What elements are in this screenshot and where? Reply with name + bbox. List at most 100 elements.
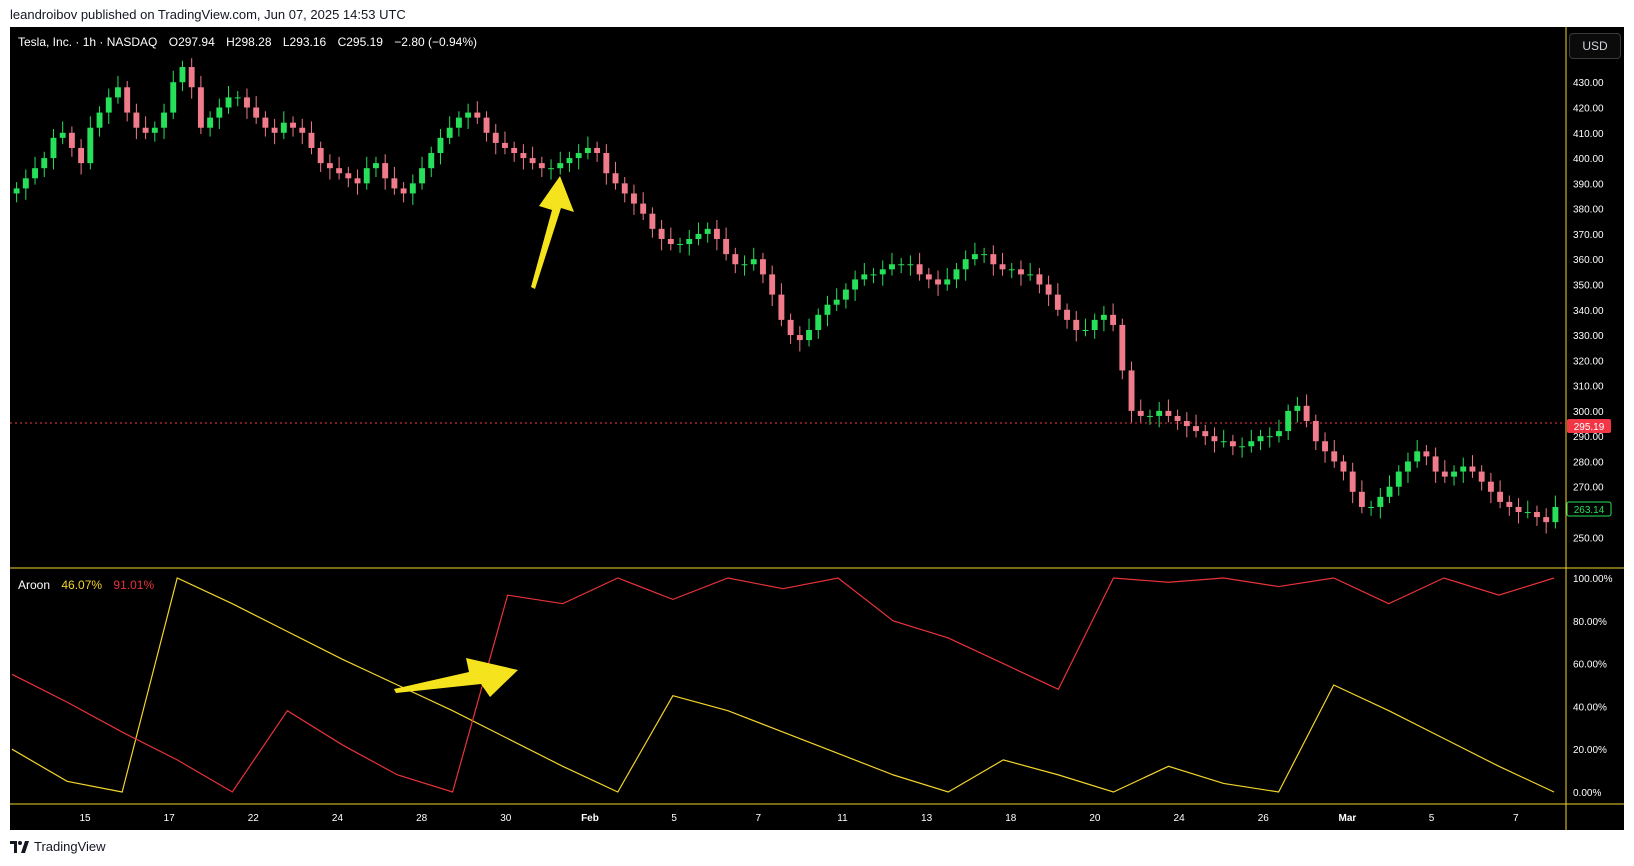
candle-body	[502, 142, 508, 148]
candle-body	[1294, 405, 1301, 411]
candle-body	[575, 153, 582, 159]
change-value: −2.80 (−0.94%)	[394, 35, 477, 49]
price-tick-label: 250.00	[1573, 533, 1604, 544]
candle-body	[649, 213, 656, 229]
candle-body	[815, 314, 822, 330]
footer-brand[interactable]: TradingView	[10, 839, 106, 854]
candle-body	[640, 203, 647, 214]
candle-body	[1478, 471, 1485, 482]
aroon-axis-ticks: 0.00% 20.00% 40.00% 60.00% 80.00% 100.00%	[1573, 574, 1613, 799]
candle-body	[474, 112, 481, 118]
currency-button[interactable]: USD	[1569, 33, 1621, 59]
candle-body	[1045, 284, 1052, 295]
price-tick-label: 340.00	[1573, 306, 1604, 317]
candle-body	[179, 67, 186, 83]
candle-body	[1174, 415, 1181, 422]
time-tick-label: 20	[1089, 813, 1101, 824]
time-tick-label: Feb	[581, 813, 599, 824]
symbol-name: Tesla, Inc. · 1h · NASDAQ	[18, 35, 157, 49]
candle-body	[1027, 274, 1034, 276]
candle-body	[391, 178, 398, 189]
candle-body	[806, 329, 812, 341]
candle-body	[32, 168, 38, 179]
candle-body	[197, 87, 204, 128]
candle-body	[548, 168, 554, 170]
candle-body	[1239, 446, 1246, 448]
price-tick-label: 300.00	[1573, 407, 1604, 418]
price-tick-label: 390.00	[1573, 179, 1604, 190]
candle-body	[1220, 441, 1227, 443]
candle-body	[142, 127, 149, 133]
close-value: C295.19	[338, 35, 384, 49]
candle-body	[953, 269, 960, 280]
price-tick-label: 360.00	[1573, 255, 1604, 266]
candle-body	[290, 122, 296, 128]
candle-body	[1312, 421, 1319, 442]
candle-body	[124, 87, 131, 113]
green-price-badge-text: 263.14	[1574, 505, 1605, 516]
published-caption: leandroibov published on TradingView.com…	[10, 7, 406, 22]
candle-body	[1064, 309, 1070, 320]
candle-body	[345, 173, 352, 179]
candle-body	[22, 178, 29, 189]
candle-body	[962, 259, 969, 270]
candle-body	[1460, 466, 1467, 472]
high-value: H298.28	[226, 35, 272, 49]
candle-body	[1211, 436, 1218, 442]
candle-body	[1423, 451, 1430, 457]
candle-body	[492, 132, 499, 143]
candle-body	[741, 264, 748, 266]
candle-body	[667, 238, 674, 245]
candle-body	[520, 153, 527, 159]
aroon-tick-label: 0.00%	[1573, 788, 1601, 799]
candle-body	[1543, 517, 1550, 523]
price-tick-label: 330.00	[1573, 331, 1604, 342]
candle-body	[704, 228, 711, 234]
candle-body	[557, 163, 564, 169]
candle-body	[695, 233, 702, 239]
candle-body	[713, 228, 720, 239]
candle-body	[990, 254, 997, 265]
candle-body	[686, 238, 693, 245]
candle-body	[981, 254, 988, 256]
candle-body	[87, 127, 94, 164]
candle-body	[1506, 501, 1513, 507]
candle-body	[1340, 461, 1347, 472]
candle-body	[1054, 294, 1061, 310]
aroon-tick-label: 80.00%	[1573, 617, 1607, 628]
aroon-down-value: 91.01%	[113, 578, 154, 592]
candle-body	[1119, 324, 1126, 371]
symbol-legend: Tesla, Inc. · 1h · NASDAQ O297.94 H298.2…	[18, 35, 477, 49]
candle-body	[59, 132, 66, 138]
price-tick-label: 290.00	[1573, 432, 1604, 443]
price-axis-ticks: 250.00260.00270.00280.00290.00300.00310.…	[1573, 78, 1604, 544]
time-tick-label: Mar	[1339, 813, 1357, 824]
time-axis-ticks: 15 17 22 24 28 30 Feb 5 7 11 13 18 20 24 26 Mar 5 7	[79, 813, 1519, 824]
candle-body	[1451, 471, 1457, 477]
candle-body	[373, 163, 379, 169]
candle-body	[326, 163, 333, 169]
price-tick-label: 320.00	[1573, 356, 1604, 367]
candle-body	[1202, 431, 1209, 437]
candle-body	[161, 112, 167, 128]
candle-body	[280, 122, 287, 133]
time-tick-label: 5	[671, 813, 677, 824]
time-tick-label: 15	[79, 813, 91, 824]
time-tick-label: 13	[921, 813, 933, 824]
candle-body	[253, 107, 260, 118]
candle-body	[907, 264, 914, 266]
candle-body	[271, 127, 278, 133]
price-tick-label: 380.00	[1573, 205, 1604, 216]
candle-body	[1183, 421, 1190, 427]
candle-body	[1349, 471, 1356, 492]
candle-body	[244, 97, 250, 108]
candle-body	[336, 168, 343, 174]
time-tick-label: 24	[332, 813, 344, 824]
candle-body	[1405, 461, 1411, 472]
aroon-tick-label: 60.00%	[1573, 660, 1607, 671]
candle-body	[1303, 405, 1310, 422]
aroon-up-value: 46.07%	[61, 578, 102, 592]
candle-body	[50, 137, 57, 159]
right-arrow-annotation	[394, 658, 518, 697]
